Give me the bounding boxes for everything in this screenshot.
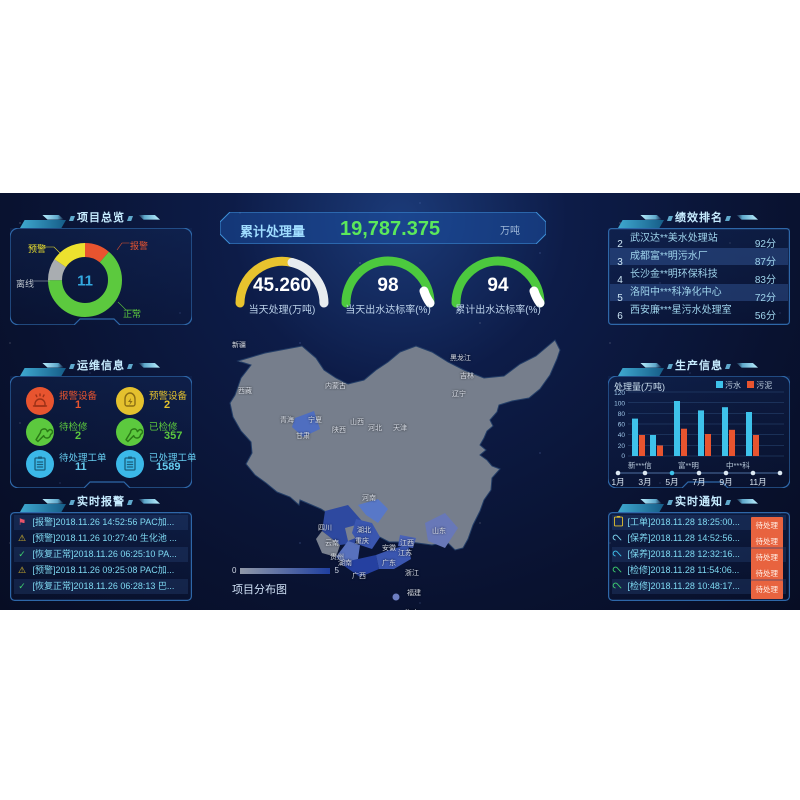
svg-text:7月: 7月 xyxy=(692,477,705,487)
svg-text:11月: 11月 xyxy=(749,477,766,487)
svg-text:100: 100 xyxy=(614,401,625,408)
svg-text:80: 80 xyxy=(618,411,626,418)
svg-text:60: 60 xyxy=(618,422,626,429)
svg-text:5月: 5月 xyxy=(665,477,678,487)
svg-text:3月: 3月 xyxy=(638,477,651,487)
svg-text:1月: 1月 xyxy=(611,477,624,487)
svg-text:20: 20 xyxy=(618,443,626,450)
svg-text:9月: 9月 xyxy=(719,477,732,487)
svg-text:40: 40 xyxy=(618,432,626,439)
svg-text:0: 0 xyxy=(621,453,625,458)
svg-text:120: 120 xyxy=(614,390,625,397)
